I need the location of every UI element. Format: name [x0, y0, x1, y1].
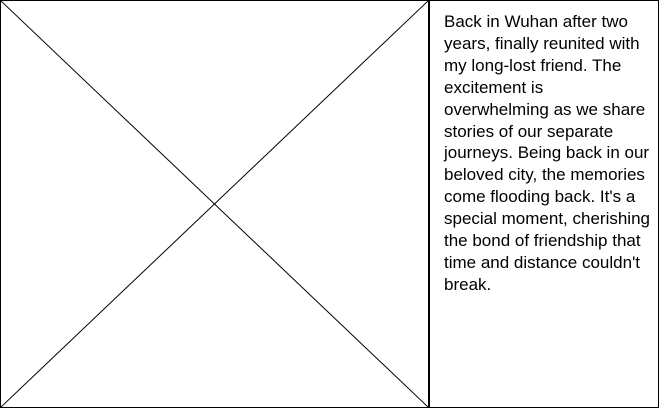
- caption-panel: Back in Wuhan after two years, finally r…: [429, 0, 659, 408]
- image-placeholder: [0, 0, 429, 408]
- image-placeholder-x-icon: [1, 1, 428, 407]
- caption-text: Back in Wuhan after two years, finally r…: [444, 12, 650, 294]
